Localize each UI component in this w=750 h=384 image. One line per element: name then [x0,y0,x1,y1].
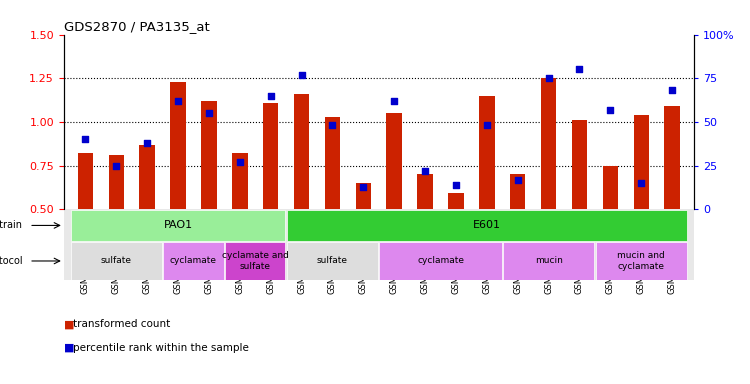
Bar [109,155,124,209]
Point [234,159,246,165]
Point [172,98,184,104]
Point [512,177,524,183]
Point [80,136,92,142]
FancyBboxPatch shape [70,210,286,241]
Text: growth protocol: growth protocol [0,256,22,266]
Bar [140,145,154,209]
Text: mucin and
cyclamate: mucin and cyclamate [617,251,665,271]
Bar [386,113,402,209]
Point [666,88,678,94]
FancyBboxPatch shape [70,242,162,280]
Text: sulfate: sulfate [100,257,132,265]
Point [419,168,431,174]
Text: ■: ■ [64,343,74,353]
Bar [232,153,248,209]
Text: mucin: mucin [535,257,562,265]
Text: sulfate: sulfate [317,257,348,265]
Bar [325,117,340,209]
Text: E601: E601 [472,220,501,230]
Point [357,184,369,190]
Bar [634,115,649,209]
Point [296,72,307,78]
Text: PAO1: PAO1 [164,220,193,230]
Point [326,122,338,129]
Bar [572,120,587,209]
FancyBboxPatch shape [503,242,594,280]
Bar [448,194,464,209]
Point [141,140,153,146]
Bar [263,103,278,209]
Text: cyclamate and
sulfate: cyclamate and sulfate [222,251,289,271]
Bar [170,82,186,209]
Text: percentile rank within the sample: percentile rank within the sample [73,343,248,353]
Bar [479,96,494,209]
FancyBboxPatch shape [164,242,224,280]
Bar [356,183,371,209]
Text: GDS2870 / PA3135_at: GDS2870 / PA3135_at [64,20,209,33]
Point [450,182,462,188]
Bar [201,101,217,209]
Bar [417,174,433,209]
Bar [664,106,680,209]
Text: transformed count: transformed count [73,319,170,329]
Point [604,107,616,113]
FancyBboxPatch shape [380,242,502,280]
Text: strain: strain [0,220,22,230]
FancyBboxPatch shape [225,242,286,280]
Point [388,98,400,104]
Point [265,93,277,99]
Bar [78,153,93,209]
Bar [294,94,309,209]
Text: cyclamate: cyclamate [170,257,217,265]
Text: ■: ■ [64,319,74,329]
Point [542,75,554,81]
Point [203,110,215,116]
FancyBboxPatch shape [596,242,687,280]
Bar [603,166,618,209]
Point [574,66,586,73]
Bar [510,174,526,209]
Text: cyclamate: cyclamate [417,257,464,265]
Point [110,162,122,169]
FancyBboxPatch shape [286,242,378,280]
FancyBboxPatch shape [286,210,687,241]
Point [635,180,647,186]
Point [481,122,493,129]
Bar [541,78,556,209]
